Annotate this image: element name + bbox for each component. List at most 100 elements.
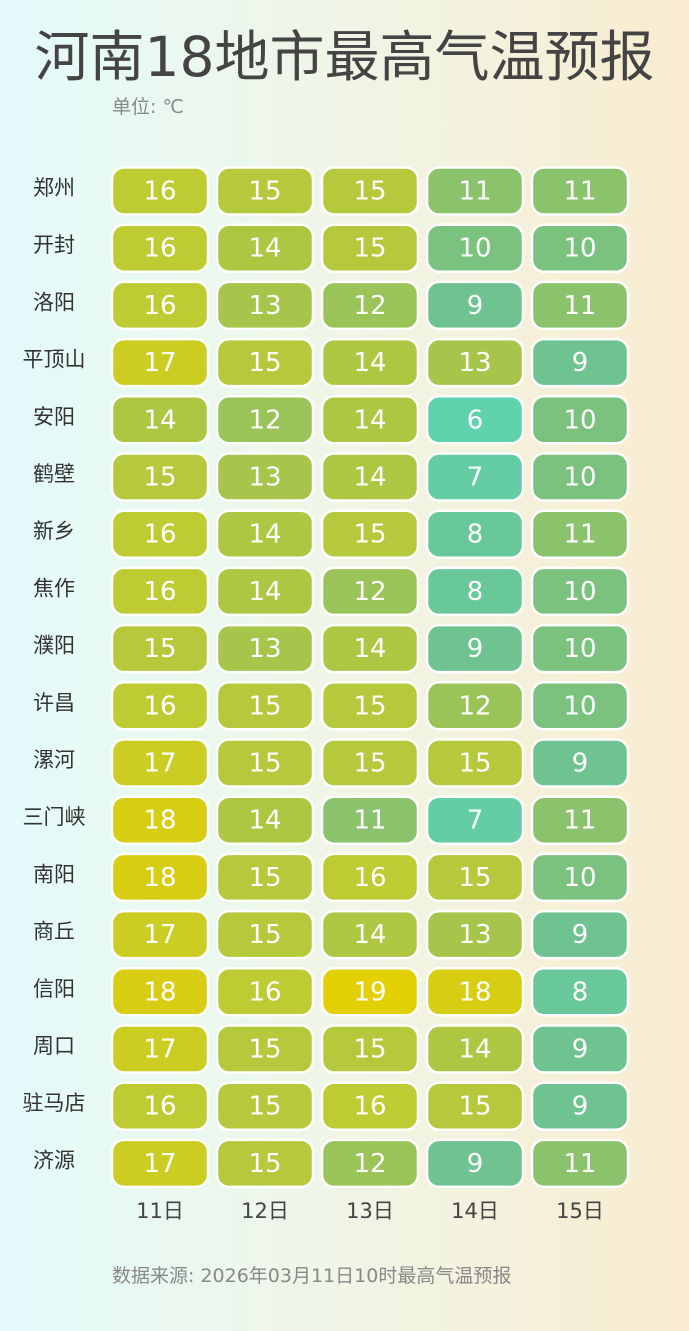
heatmap-cell <box>425 795 525 845</box>
heatmap-cell-value: 10 <box>563 691 596 721</box>
heatmap-cell <box>320 280 420 331</box>
heatmap-cell <box>530 509 630 559</box>
heatmap-cell <box>215 566 315 617</box>
heatmap-cell-value: 11 <box>563 291 596 321</box>
heatmap-cell-value: 18 <box>143 863 176 893</box>
heatmap-cell <box>530 795 630 845</box>
heatmap-cell <box>320 852 420 903</box>
heatmap-cell-value: 10 <box>563 863 596 893</box>
heatmap-cell <box>110 795 210 845</box>
heatmap-cell-value: 18 <box>143 977 176 1007</box>
heatmap-cell-value: 11 <box>563 806 596 836</box>
heatmap-cell-value: 15 <box>353 691 386 721</box>
heatmap-cell-value: 13 <box>248 634 281 664</box>
heatmap-cell <box>530 337 630 388</box>
row-label: 新乡 <box>33 519 75 543</box>
row-label: 鹤壁 <box>33 462 75 486</box>
heatmap-cell-value: 15 <box>248 1035 281 1065</box>
heatmap-cell-value: 15 <box>353 749 386 779</box>
heatmap-cell-value: 14 <box>353 405 386 435</box>
heatmap-cell <box>110 967 210 1017</box>
heatmap-cell <box>215 1024 315 1074</box>
heatmap-cell <box>530 280 630 331</box>
heatmap-cell-value: 18 <box>143 806 176 836</box>
heatmap-cell-value: 17 <box>143 749 176 779</box>
heatmap-cell <box>320 1024 420 1074</box>
heatmap-cell-value: 15 <box>248 920 281 950</box>
heatmap-cell-value: 8 <box>572 977 589 1007</box>
heatmap-cell-value: 10 <box>563 234 596 264</box>
heatmap-cell <box>215 452 315 502</box>
heatmap-cell-value: 8 <box>467 577 484 607</box>
heatmap-cell-value: 15 <box>458 863 491 893</box>
heatmap-cell-value: 12 <box>248 405 281 435</box>
heatmap-cell <box>530 452 630 502</box>
heatmap-cell-value: 19 <box>353 977 386 1007</box>
heatmap-cell-value: 16 <box>143 177 176 207</box>
heatmap-cell <box>110 337 210 388</box>
heatmap-cell-value: 14 <box>353 463 386 493</box>
heatmap-cell <box>110 909 210 960</box>
heatmap-cell <box>215 681 315 731</box>
heatmap-cell <box>530 738 630 788</box>
heatmap-cell <box>425 738 525 788</box>
heatmap-cell <box>320 223 420 273</box>
heatmap-cell <box>425 967 525 1017</box>
row-label: 许昌 <box>33 691 75 715</box>
heatmap-cell <box>110 1138 210 1189</box>
heatmap-cell <box>425 681 525 731</box>
heatmap-cell-value: 17 <box>143 1035 176 1065</box>
heatmap-cell <box>425 852 525 903</box>
heatmap-cell <box>425 452 525 502</box>
heatmap-cell-value: 7 <box>467 806 484 836</box>
heatmap-cell <box>215 623 315 674</box>
heatmap-cell-value: 16 <box>143 234 176 264</box>
heatmap-cell <box>215 967 315 1017</box>
row-label: 洛阳 <box>33 290 75 314</box>
heatmap-cell-value: 13 <box>248 463 281 493</box>
heatmap-cell-value: 15 <box>143 634 176 664</box>
heatmap-cell <box>110 852 210 903</box>
heatmap-cell-value: 17 <box>143 348 176 378</box>
heatmap-cell-value: 16 <box>143 520 176 550</box>
heatmap-cell <box>320 1138 420 1189</box>
heatmap-cell <box>215 1138 315 1189</box>
row-label: 郑州 <box>33 176 75 200</box>
heatmap-cell-value: 14 <box>248 577 281 607</box>
heatmap-cell-value: 16 <box>143 691 176 721</box>
heatmap-cell-value: 14 <box>143 405 176 435</box>
heatmap-cell-value: 9 <box>467 634 484 664</box>
heatmap-cell <box>110 452 210 502</box>
heatmap-cell <box>320 795 420 845</box>
heatmap-cell-value: 10 <box>563 463 596 493</box>
heatmap-cell-value: 10 <box>563 405 596 435</box>
heatmap-cell <box>530 681 630 731</box>
column-label: 13日 <box>346 1199 394 1223</box>
heatmap-cell <box>110 1081 210 1131</box>
heatmap-cell <box>530 1081 630 1131</box>
heatmap-cell <box>530 1024 630 1074</box>
heatmap-cell-value: 15 <box>353 1035 386 1065</box>
heatmap-cell <box>530 909 630 960</box>
row-label: 驻马店 <box>23 1091 86 1115</box>
column-label: 15日 <box>556 1199 604 1223</box>
page-title: 河南18地市最高气温预报 <box>34 25 655 89</box>
heatmap-cell-value: 15 <box>458 1092 491 1122</box>
heatmap-cell <box>110 509 210 559</box>
heatmap-cell <box>320 967 420 1017</box>
heatmap-cell-value: 15 <box>248 749 281 779</box>
heatmap-cell <box>425 395 525 445</box>
heatmap-cell <box>530 1138 630 1189</box>
heatmap-cell-value: 16 <box>353 863 386 893</box>
heatmap-cell-value: 18 <box>458 977 491 1007</box>
column-label: 14日 <box>451 1199 499 1223</box>
heatmap-cell <box>530 166 630 216</box>
heatmap-cell <box>110 566 210 617</box>
heatmap-cell-value: 6 <box>467 405 484 435</box>
heatmap-cell-value: 16 <box>143 291 176 321</box>
heatmap-cell-value: 14 <box>458 1035 491 1065</box>
row-label: 南阳 <box>33 862 75 886</box>
heatmap-cell <box>320 566 420 617</box>
heatmap-cell <box>320 681 420 731</box>
heatmap-cell <box>215 337 315 388</box>
